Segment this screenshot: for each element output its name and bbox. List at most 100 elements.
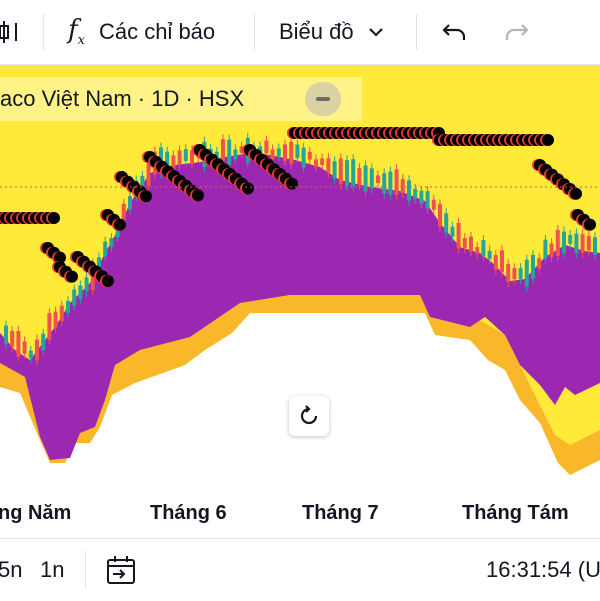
candle (239, 146, 244, 153)
candle (568, 234, 573, 244)
candle (593, 237, 597, 255)
legend-collapse-button[interactable] (305, 82, 341, 116)
candle (59, 305, 64, 322)
candle (562, 231, 566, 254)
candle (475, 247, 480, 254)
candle (586, 235, 591, 251)
toolbar-divider (43, 14, 44, 50)
candle (146, 163, 151, 186)
candle (221, 139, 225, 161)
dot-marker (192, 189, 204, 202)
undo-button[interactable] (441, 0, 467, 64)
time-axis-label: Tháng 7 (302, 502, 379, 524)
range-1n-label: 1n (40, 557, 65, 582)
dot-marker (584, 218, 596, 231)
candle (574, 233, 579, 253)
candle (190, 150, 194, 165)
clock-time[interactable]: 16:31:54 (U (486, 539, 600, 601)
dot-markers (0, 127, 596, 287)
candle (487, 250, 492, 260)
candle (276, 148, 281, 157)
candle (407, 180, 411, 201)
bottom-divider (85, 551, 86, 587)
candle (115, 229, 120, 238)
candle (369, 168, 374, 189)
time-axis-label: ng Năm (0, 502, 72, 524)
go-to-date-button[interactable] (105, 539, 137, 601)
candle (537, 258, 542, 269)
indicators-label: Các chỉ báo (98, 19, 216, 44)
reset-chart-button[interactable] (289, 396, 329, 436)
candle (171, 155, 176, 169)
function-icon: fx (68, 15, 85, 49)
chart-type-button[interactable]: Biểu đồ (279, 0, 384, 64)
candle (270, 149, 275, 159)
candle (456, 222, 461, 249)
candle (400, 179, 405, 194)
price-chart[interactable] (0, 65, 600, 490)
candle (264, 140, 269, 154)
candle (431, 199, 436, 210)
candle (103, 241, 108, 257)
redo-icon (505, 24, 529, 40)
dot-marker (242, 182, 254, 195)
candle (16, 331, 21, 357)
candle (233, 149, 238, 160)
chevron-down-icon (368, 28, 383, 37)
candle (450, 226, 455, 237)
chart-type-label: Biểu đồ (279, 19, 354, 44)
candle (444, 213, 449, 233)
candle (500, 250, 504, 273)
candle (382, 173, 387, 194)
candle (72, 289, 77, 306)
dot-marker (570, 187, 582, 200)
candle (351, 159, 356, 187)
dot-marker (48, 212, 60, 224)
candle (53, 311, 58, 328)
candle (295, 144, 300, 159)
range-5n-button[interactable]: 5n (0, 539, 22, 601)
candle (413, 188, 418, 199)
candle (307, 151, 312, 160)
calendar-go-icon (107, 556, 135, 584)
time-axis-label: Tháng 6 (150, 502, 227, 524)
symbol-legend[interactable]: aco Việt Nam · 1D · HSX (0, 77, 362, 121)
candle (177, 150, 182, 166)
candle (66, 300, 70, 313)
candle (363, 165, 368, 192)
dot-marker (114, 218, 126, 231)
candle (388, 171, 393, 195)
candle (47, 313, 52, 340)
candle (531, 254, 535, 279)
indicators-button[interactable]: fx Các chỉ báo (68, 0, 215, 64)
candle (425, 191, 430, 209)
candle (320, 158, 325, 165)
candle (419, 190, 424, 204)
dot-marker (66, 270, 78, 283)
candle (183, 149, 188, 162)
time-axis[interactable]: ng Năm Tháng 6 Tháng 7 Tháng Tám (0, 490, 600, 538)
candle (326, 158, 331, 173)
candle (84, 277, 89, 292)
range-1n-button[interactable]: 1n (40, 539, 64, 601)
candle (22, 341, 27, 354)
candle (493, 255, 498, 270)
candle (109, 238, 114, 248)
range-5n-label: 5n (0, 557, 23, 582)
dot-marker (140, 190, 152, 203)
candle (555, 229, 560, 257)
candle (376, 175, 380, 184)
candle (283, 144, 287, 161)
candle (506, 264, 511, 282)
candle (140, 175, 145, 192)
candle (314, 159, 318, 167)
candle (438, 204, 442, 227)
redo-button[interactable] (504, 0, 530, 64)
toolbar-divider (416, 14, 417, 50)
candle (35, 339, 39, 361)
reset-icon (300, 405, 318, 425)
minus-icon (316, 97, 330, 101)
candles-icon[interactable] (0, 0, 26, 64)
candle (41, 333, 46, 351)
candle (462, 238, 467, 248)
